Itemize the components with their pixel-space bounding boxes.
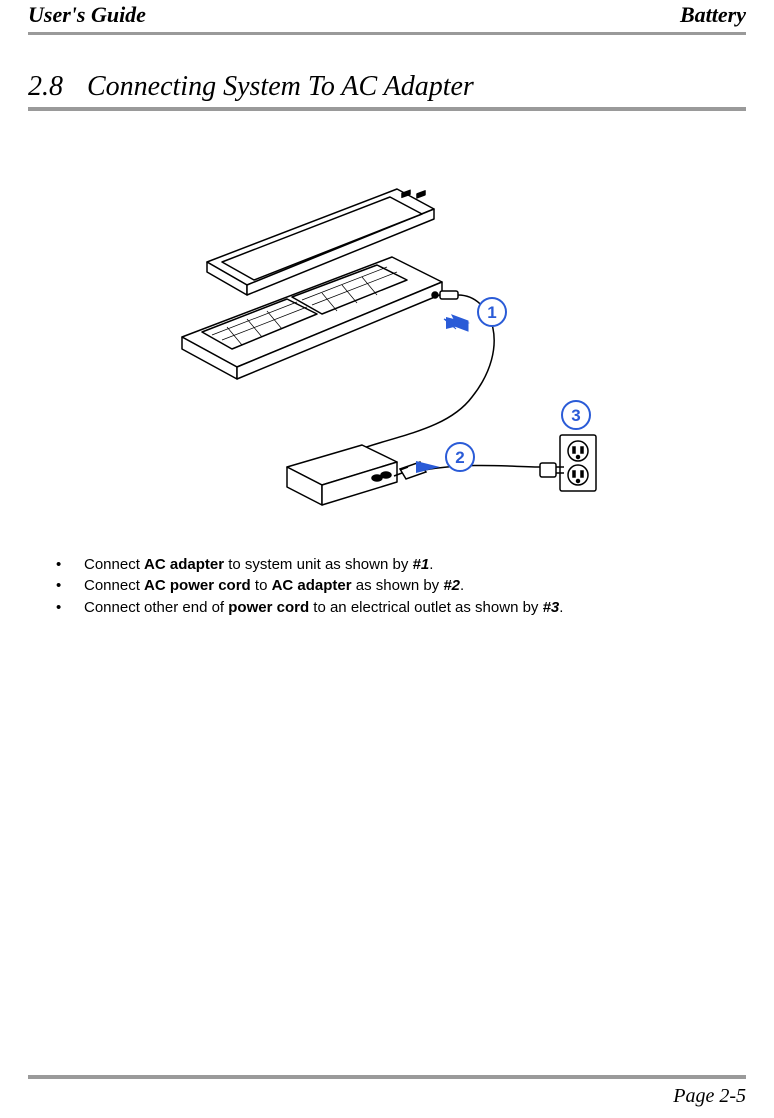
callout-1: 1 <box>444 298 506 331</box>
callout-3-label: 3 <box>571 406 580 425</box>
text: Connect other end of <box>84 599 228 616</box>
text: to <box>251 577 272 594</box>
section-rule <box>28 107 746 111</box>
wall-outlet-icon <box>560 435 596 491</box>
ref-number: #1 <box>413 556 430 573</box>
footer-rule <box>28 1075 746 1079</box>
list-item: Connect AC power cord to AC adapter as s… <box>56 576 746 596</box>
ac-adapter-icon <box>287 445 397 505</box>
bold-term: power cord <box>228 599 309 616</box>
page-number: Page 2-5 <box>28 1085 746 1108</box>
callout-3: 3 <box>562 401 590 429</box>
instruction-list: Connect AC adapter to system unit as sho… <box>28 555 746 618</box>
header-left: User's Guide <box>28 2 146 28</box>
callout-1-label: 1 <box>487 303 496 322</box>
callout-2-label: 2 <box>455 448 464 467</box>
text: to system unit as shown by <box>224 556 412 573</box>
header-row: User's Guide Battery <box>28 0 746 28</box>
text: Connect <box>84 556 144 573</box>
ref-number: #3 <box>543 599 560 616</box>
ref-number: #2 <box>443 577 460 594</box>
list-item: Connect AC adapter to system unit as sho… <box>56 555 746 575</box>
device-icon <box>182 189 442 379</box>
page: User's Guide Battery 2.8 Connecting Syst… <box>0 0 774 1118</box>
text: . <box>460 577 464 594</box>
text: Connect <box>84 577 144 594</box>
figure-container: 1 <box>28 167 746 527</box>
bold-term: AC adapter <box>144 556 224 573</box>
callout-2: 2 <box>416 443 474 473</box>
text: as shown by <box>352 577 444 594</box>
ac-adapter-diagram: 1 <box>172 167 602 527</box>
bold-term: AC power cord <box>144 577 251 594</box>
section-title: Connecting System To AC Adapter <box>87 71 474 103</box>
header-right: Battery <box>680 2 746 28</box>
list-item: Connect other end of power cord to an el… <box>56 598 746 618</box>
text: . <box>559 599 563 616</box>
section-number: 2.8 <box>28 71 63 103</box>
text: to an electrical outlet as shown by <box>309 599 542 616</box>
footer: Page 2-5 <box>28 1075 746 1108</box>
header-rule <box>28 32 746 35</box>
text: . <box>429 556 433 573</box>
bold-term: AC adapter <box>272 577 352 594</box>
section-title-row: 2.8 Connecting System To AC Adapter <box>28 71 746 103</box>
